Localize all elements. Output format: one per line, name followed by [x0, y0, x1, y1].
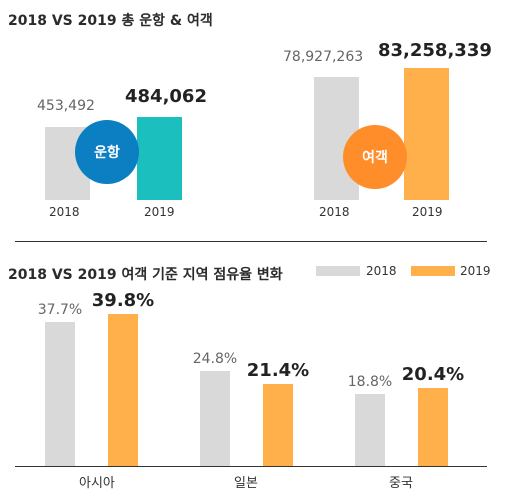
bar-japan-2018	[200, 371, 230, 466]
ops-year-2019: 2019	[144, 205, 175, 219]
category-label-asia: 아시아	[79, 476, 115, 491]
pax-year-2019: 2019	[412, 205, 443, 219]
legend-swatch-2019	[411, 266, 455, 276]
data-label-china-2019: 20.4%	[401, 364, 465, 385]
category-label-japan: 일본	[234, 476, 258, 491]
data-label-japan-2019: 21.4%	[246, 360, 310, 381]
data-label-china-2018: 18.8%	[347, 374, 393, 390]
ops-2018-value: 453,492	[37, 98, 95, 114]
bar-china-2019	[418, 388, 448, 466]
bar-ops-2019	[137, 117, 182, 200]
legend-label-2018: 2018	[366, 264, 397, 278]
data-label-japan-2018: 24.8%	[192, 351, 238, 367]
category-label-china: 중국	[389, 476, 413, 491]
data-label-asia-2019: 39.8%	[91, 290, 155, 311]
pax-label-circle: 여객	[343, 125, 407, 189]
data-label-asia-2018: 37.7%	[37, 302, 83, 318]
section-divider	[15, 241, 487, 242]
legend-label-2019: 2019	[460, 264, 491, 278]
bar-pax-2019	[404, 68, 449, 200]
ops-label-circle: 운항	[75, 120, 139, 184]
pax-2019-value: 83,258,339	[378, 40, 492, 61]
bar-china-2018	[355, 394, 385, 466]
ops-2019-value: 484,062	[125, 86, 207, 107]
chart-title-bottom: 2018 VS 2019 여객 기준 지역 점유율 변화	[8, 267, 283, 283]
pax-year-2018: 2018	[319, 205, 350, 219]
pax-2018-value: 78,927,263	[283, 49, 364, 65]
x-axis-line	[15, 466, 487, 467]
bar-asia-2019	[108, 314, 138, 466]
bar-asia-2018	[45, 322, 75, 466]
chart-title-top: 2018 VS 2019 총 운항 & 여객	[8, 13, 213, 29]
legend-swatch-2018	[316, 266, 360, 276]
ops-year-2018: 2018	[49, 205, 80, 219]
bar-japan-2019	[263, 384, 293, 466]
